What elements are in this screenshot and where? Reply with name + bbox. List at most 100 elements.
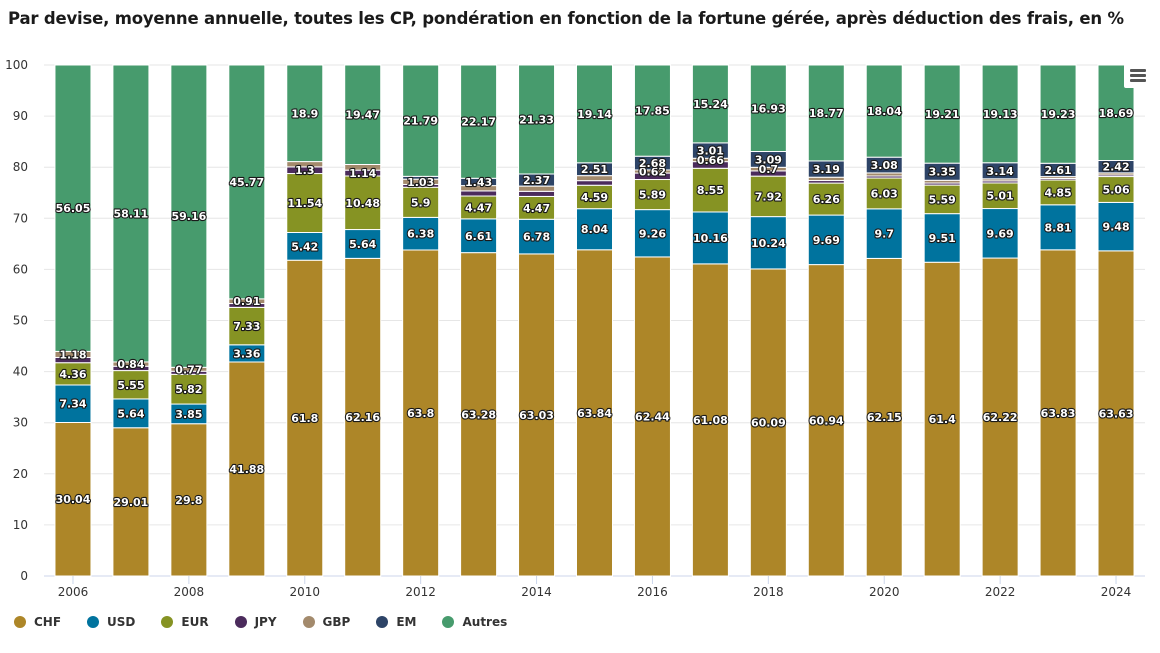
bar-segment-usd-2006[interactable] (54, 384, 92, 423)
bar-segment-usd-2017[interactable] (691, 211, 729, 265)
bar-segment-autres-2019[interactable] (807, 64, 845, 162)
bar-segment-eur-2009[interactable] (228, 306, 266, 346)
data-label-eur-2014: 4.47 (523, 202, 550, 215)
data-label-em-2024: 2.42 (1102, 161, 1129, 174)
data-label-eur-2019: 6.26 (813, 193, 840, 206)
legend-item-autres[interactable]: Autres (442, 615, 507, 629)
chart-title: Par devise, moyenne annuelle, toutes les… (8, 9, 1124, 28)
bar-segment-autres-2014[interactable] (518, 64, 556, 175)
legend-item-chf[interactable]: CHF (14, 615, 61, 629)
bar-segment-autres-2022[interactable] (981, 64, 1019, 164)
bar-segment-chf-2020[interactable] (865, 257, 903, 577)
bar-segment-autres-2016[interactable] (633, 64, 671, 157)
bar-segment-usd-2015[interactable] (576, 208, 613, 251)
bar-segment-eur-2008[interactable] (170, 373, 208, 405)
bar-segment-eur-2021[interactable] (923, 184, 961, 215)
data-label-eur-2012: 5.9 (411, 196, 431, 209)
bar-segment-usd-2018[interactable] (749, 216, 787, 270)
x-tick-label: 2018 (753, 585, 784, 599)
bar-segment-jpy-2013[interactable] (460, 190, 498, 197)
data-label-eur-2016: 5.89 (639, 189, 666, 202)
bar-segment-autres-2012[interactable] (402, 64, 440, 177)
data-label-gbp-2007: 0.84 (117, 358, 144, 371)
bar-segment-autres-2008[interactable] (170, 64, 208, 368)
bar-segment-chf-2011[interactable] (344, 257, 382, 577)
bar-segment-usd-2011[interactable] (344, 229, 382, 259)
bar-stack-2015 (576, 64, 613, 577)
bar-segment-eur-2022[interactable] (981, 182, 1019, 210)
legend-marker-icon (87, 616, 100, 628)
data-label-usd-2016: 9.26 (639, 227, 666, 240)
legend-item-usd[interactable]: USD (87, 615, 135, 629)
bar-segment-eur-2016[interactable] (633, 179, 671, 211)
bar-segment-eur-2020[interactable] (865, 177, 903, 210)
bar-segment-usd-2007[interactable] (112, 398, 150, 429)
chart-menu-button[interactable] (1124, 64, 1152, 88)
data-label-autres-2008: 59.16 (171, 210, 206, 223)
bar-segment-jpy-2014[interactable] (518, 190, 556, 197)
legend-item-em[interactable]: EM (376, 615, 416, 629)
legend-item-gbp[interactable]: GBP (302, 615, 350, 629)
bar-segment-usd-2016[interactable] (633, 209, 671, 258)
data-label-eur-2011: 10.48 (345, 197, 380, 210)
bar-segment-chf-2010[interactable] (286, 259, 324, 577)
bar-segment-autres-2009[interactable] (228, 64, 266, 300)
bar-segment-autres-2021[interactable] (923, 64, 961, 164)
bar-segment-eur-2018[interactable] (749, 175, 787, 218)
bar-segment-usd-2019[interactable] (807, 214, 845, 266)
data-label-eur-2013: 4.47 (465, 201, 492, 214)
hamburger-menu-icon-line (1130, 74, 1146, 77)
bar-segment-chf-2007[interactable] (112, 427, 150, 577)
data-label-chf-2017: 61.08 (693, 414, 728, 427)
bar-segment-chf-2009[interactable] (228, 361, 266, 577)
bar-segment-autres-2010[interactable] (286, 64, 324, 163)
bar-segment-usd-2010[interactable] (286, 232, 324, 261)
data-label-gbp-2008: 0.77 (175, 363, 202, 376)
bar-segment-autres-2007[interactable] (112, 64, 150, 363)
bar-segment-chf-2023[interactable] (1039, 249, 1077, 577)
legend-label: CHF (34, 615, 62, 629)
bar-segment-chf-2015[interactable] (576, 249, 613, 577)
legend-marker-icon (442, 616, 455, 628)
bar-stack-2009 (228, 64, 266, 577)
x-tick-label: 2010 (289, 585, 320, 599)
bar-segment-autres-2006[interactable] (54, 64, 92, 352)
bar-segment-autres-2020[interactable] (865, 64, 903, 158)
data-label-autres-2013: 22.17 (461, 116, 496, 129)
bar-segment-autres-2023[interactable] (1039, 64, 1077, 164)
data-label-chf-2012: 63.8 (407, 407, 434, 420)
bar-segment-autres-2011[interactable] (344, 64, 382, 165)
bar-segment-eur-2017[interactable] (691, 167, 729, 213)
data-label-autres-2024: 18.69 (1099, 107, 1134, 120)
bar-segment-usd-2021[interactable] (923, 213, 961, 263)
bar-stack-2007 (112, 64, 150, 577)
bar-segment-autres-2013[interactable] (460, 64, 498, 179)
bar-segment-chf-2013[interactable] (460, 252, 498, 577)
bar-segment-eur-2010[interactable] (286, 173, 324, 234)
y-tick-label: 70 (13, 211, 28, 225)
bar-segment-chf-2008[interactable] (170, 423, 208, 577)
bar-segment-usd-2022[interactable] (981, 208, 1019, 259)
data-label-jpy-2010: 1.3 (295, 164, 315, 177)
bar-segment-jpy-2015[interactable] (576, 180, 613, 186)
bar-segment-usd-2024[interactable] (1097, 201, 1135, 252)
legend-item-eur[interactable]: EUR (161, 615, 209, 629)
bar-segment-autres-2018[interactable] (749, 64, 787, 153)
data-label-eur-2022: 5.01 (987, 190, 1014, 203)
data-label-usd-2014: 6.78 (523, 231, 550, 244)
bar-segment-gbp-2015[interactable] (576, 175, 613, 182)
bar-segment-autres-2017[interactable] (691, 64, 729, 144)
bar-segment-eur-2011[interactable] (344, 175, 382, 231)
data-label-usd-2007: 5.64 (117, 407, 144, 420)
bar-stack-2013 (460, 64, 498, 577)
y-tick-label: 60 (13, 262, 28, 276)
bar-segment-chf-2017[interactable] (691, 263, 729, 577)
y-tick-label: 30 (13, 416, 28, 430)
bar-stack-2024 (1097, 64, 1135, 577)
legend-item-jpy[interactable]: JPY (234, 615, 277, 629)
bar-segment-chf-2019[interactable] (807, 264, 845, 577)
bar-segment-chf-2012[interactable] (402, 249, 440, 577)
bar-segment-autres-2015[interactable] (576, 64, 613, 164)
x-tick-label: 2024 (1101, 585, 1132, 599)
y-tick-label: 10 (13, 518, 28, 532)
